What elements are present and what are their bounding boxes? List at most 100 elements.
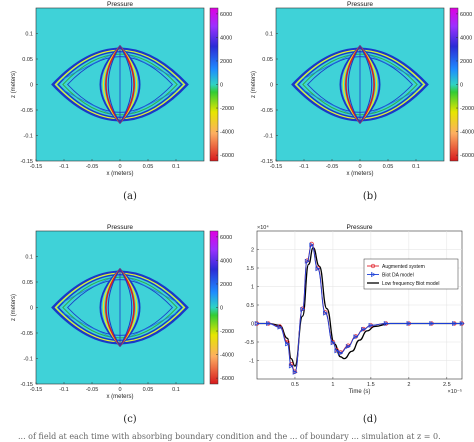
y-tick-label-1: 1.5	[246, 266, 254, 272]
legend-marker-0	[370, 263, 376, 269]
colorbar-label-5: -4000	[220, 353, 234, 359]
legend-label-1: Biot DA model	[382, 272, 414, 278]
x-tick-label-5: 0.1	[172, 164, 180, 170]
y-tick-label-5: -0.15	[20, 159, 33, 165]
y-tick-label-4: -0.1	[24, 134, 33, 140]
pressure-heatmap-a: Pressure -0.15 -0.1 -0.05 0 0.05 0.1 0.1 0.05 0 -0…	[11, 1, 234, 177]
series-1-point-5	[292, 369, 298, 375]
colorbar-label-6: -6000	[220, 376, 234, 382]
y-tick-label-4: -0.1	[24, 357, 33, 363]
series-1-point-20	[429, 321, 435, 326]
x-exponent-label: ×10⁻⁵	[447, 388, 462, 395]
y-axis-label: z (meters)	[11, 294, 17, 321]
colorbar-label-2: 2000	[460, 59, 472, 65]
chart-title: Pressure	[346, 224, 372, 231]
colorbar-label-6: -6000	[460, 153, 474, 159]
y-tick-label-3: 0.5	[246, 303, 254, 309]
series-line-1	[257, 244, 462, 373]
colorbar-label-0: 6000	[460, 12, 472, 18]
x-tick-label-2: -0.05	[326, 164, 339, 170]
x-tick-label-3: 0	[118, 164, 121, 170]
y-tick-label-5: -0.15	[20, 382, 33, 388]
outer-wavefront-2	[57, 274, 183, 341]
inner-wavefront-3	[347, 45, 373, 124]
y-tick-label-2: 0	[30, 306, 33, 312]
x-tick-label-0: -0.15	[30, 387, 43, 393]
y-tick-label-1: 0.05	[22, 280, 33, 286]
y-tick-label-5: -0.15	[260, 159, 273, 165]
y-axis-label: z (meters)	[11, 71, 17, 98]
y-tick-label-6: -1	[249, 359, 254, 365]
series-1-point-21	[452, 321, 458, 326]
x-tick-label-0: -0.15	[30, 164, 43, 170]
series-1-point-3	[285, 341, 291, 347]
y-tick-label-4: -0.1	[264, 134, 273, 140]
pressure-line-chart-d: Pressure ×10⁴ 0.5 1 1.5 2 2.5 2 1.5 1 0.5 0 -0.5 -1 Ti…	[245, 224, 465, 395]
x-axis-label: x (meters)	[347, 171, 374, 177]
y-tick-label-4: 0	[251, 322, 254, 328]
outer-wavefront-1	[294, 49, 426, 120]
series-1-point-13	[338, 350, 344, 356]
series-1-point-4	[288, 363, 294, 369]
series-1-point-12	[334, 348, 340, 354]
series-1-point-1	[266, 321, 272, 326]
series-1-point-16	[361, 326, 366, 332]
colorbar-label-5: -4000	[460, 130, 474, 136]
y-tick-label-2: 1	[251, 285, 254, 291]
y-tick-label-1: 0.05	[22, 57, 33, 63]
colorbar-label-0: 6000	[220, 235, 232, 241]
x-tick-label-3: 0	[118, 387, 121, 393]
y-tick-label-3: -0.05	[20, 108, 33, 114]
x-axis-label: Time (s)	[349, 389, 371, 395]
y-tick-label-3: -0.05	[20, 331, 33, 337]
x-tick-label-1: -0.1	[299, 164, 308, 170]
legend-label-2: Low frequency Biot model	[382, 281, 440, 287]
y-tick-label-1: 0.05	[262, 57, 273, 63]
outer-wavefront-4	[66, 56, 174, 113]
y-tick-label-0: 0.1	[265, 32, 273, 38]
x-tick-label-0: -0.15	[270, 164, 283, 170]
caption-d: (d)	[363, 414, 377, 425]
y-tick-label-5: -0.5	[245, 340, 254, 346]
colorbar-label-4: -2000	[460, 106, 474, 112]
outer-wavefront-3	[62, 53, 178, 116]
outer-wavefront-2	[297, 51, 423, 118]
chart-title: Pressure	[347, 1, 373, 8]
x-tick-label-3: 0	[358, 164, 361, 170]
figure-caption-text: ... of field at each time with absorbing…	[18, 432, 441, 441]
series-1-point-22	[459, 321, 465, 326]
series-1-point-11	[330, 340, 336, 346]
series-1-point-15	[353, 334, 359, 340]
colorbar-label-3: 0	[460, 83, 463, 89]
x-tick-label-1: -0.1	[59, 387, 68, 393]
x-tick-label-1: -0.1	[59, 164, 68, 170]
x-tick-label-4: 2.5	[443, 382, 451, 388]
outer-wavefront-1	[54, 272, 186, 343]
x-axis-label: x (meters)	[107, 394, 134, 400]
x-tick-label-2: 1.5	[367, 382, 375, 388]
series-1-point-9	[315, 266, 321, 272]
x-tick-label-4: 0.05	[383, 164, 394, 170]
outer-wavefront-3	[62, 276, 178, 339]
colorbar-label-1: 4000	[220, 258, 232, 264]
colorbar-label-5: -4000	[220, 130, 234, 136]
series-1-point-17	[368, 322, 374, 328]
outer-wavefront-0	[51, 47, 189, 122]
pressure-heatmap-c: Pressure -0.15 -0.1 -0.05 0 0.05 0.1 0.1 0.05 0 -0…	[11, 224, 234, 400]
x-axis-label: x (meters)	[107, 171, 134, 177]
inner-wavefront-3	[107, 268, 133, 347]
y-tick-label-2: 0	[30, 83, 33, 89]
x-tick-label-1: 1	[331, 382, 334, 388]
caption-a: (a)	[123, 191, 137, 202]
colorbar-label-3: 0	[220, 83, 223, 89]
series-1-point-14	[345, 343, 351, 349]
x-tick-label-2: -0.05	[86, 164, 99, 170]
x-tick-label-4: 0.05	[143, 387, 154, 393]
series-1-point-8	[309, 242, 315, 248]
y-tick-label-3: -0.05	[260, 108, 273, 114]
x-tick-label-0: 0.5	[291, 382, 299, 388]
colorbar-label-1: 4000	[220, 35, 232, 41]
colorbar-label-1: 4000	[460, 35, 472, 41]
legend-label-0: Augmented system	[382, 264, 425, 270]
